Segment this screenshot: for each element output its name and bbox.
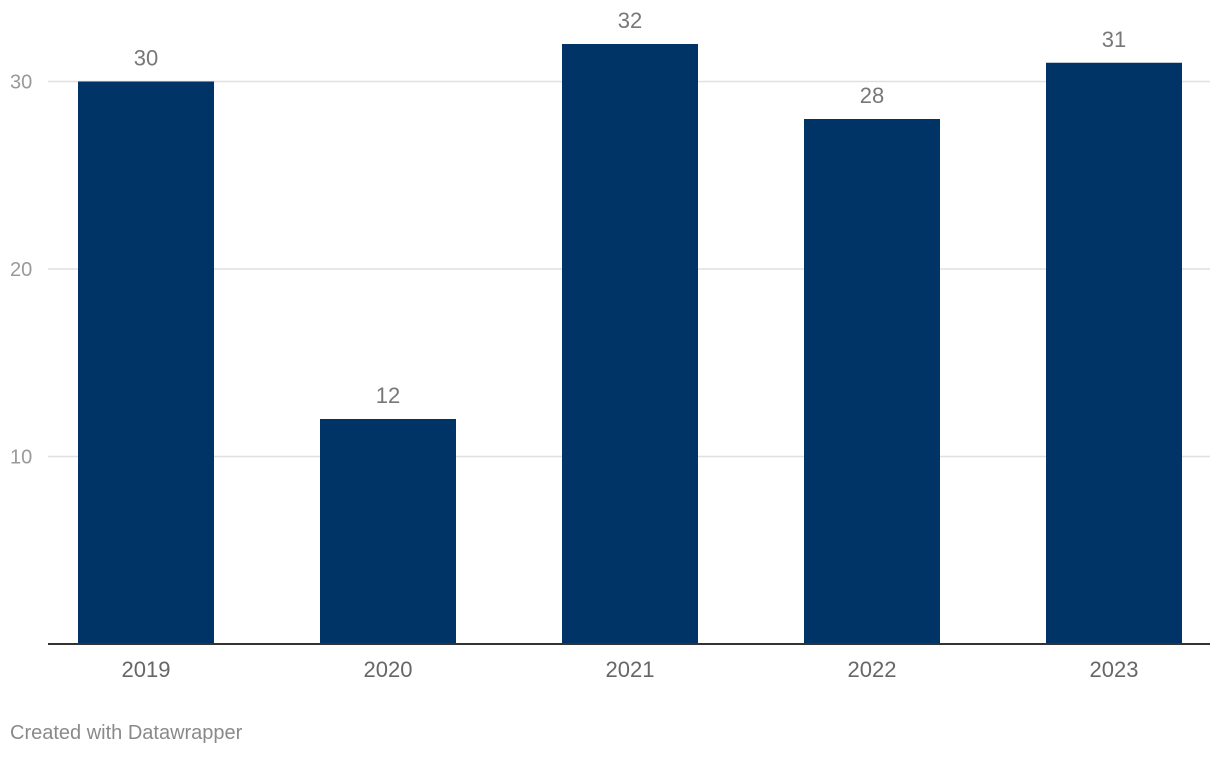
- x-tick-label: 2022: [848, 657, 897, 682]
- bar-2019: [78, 81, 214, 644]
- y-tick-label: 30: [10, 72, 32, 94]
- data-label: 30: [134, 46, 158, 71]
- data-label: 28: [860, 83, 884, 108]
- x-tick-label: 2023: [1090, 657, 1139, 682]
- x-axis-tick-labels: 2019 2020 2021 2022 2023: [122, 657, 1139, 682]
- data-label: 12: [376, 383, 400, 408]
- x-tick-label: 2019: [122, 657, 171, 682]
- data-labels: 30 12 32 28 31: [134, 8, 1126, 408]
- x-tick-label: 2020: [364, 657, 413, 682]
- bar-2023: [1046, 62, 1182, 644]
- bar-2021: [562, 44, 698, 644]
- data-label: 31: [1102, 27, 1126, 52]
- bars: [78, 44, 1182, 644]
- bar-2020: [320, 419, 456, 644]
- y-axis-tick-labels: 10 20 30: [10, 72, 32, 469]
- bar-2022: [804, 119, 940, 644]
- y-tick-label: 20: [10, 259, 32, 281]
- credit-text: Created with Datawrapper: [10, 722, 243, 744]
- x-tick-label: 2021: [606, 657, 655, 682]
- y-tick-label: 10: [10, 447, 32, 469]
- data-label: 32: [618, 8, 642, 33]
